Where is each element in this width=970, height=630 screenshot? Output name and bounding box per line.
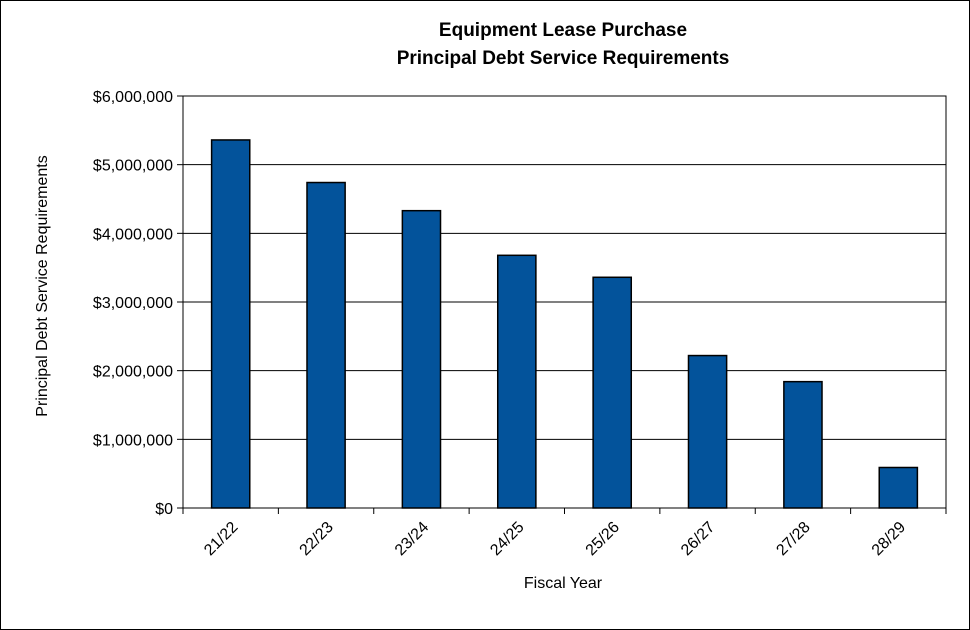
bar-27-28 [783,380,823,509]
x-tick-label: 24/25 [487,519,527,559]
x-tick-label: 22/23 [297,519,337,559]
x-axis-tick-labels: 21/22 22/23 23/24 24/25 25/26 26/27 27/28 28/29 [182,508,947,559]
x-tick-label: 27/28 [773,519,813,559]
bar-23-24 [401,209,442,509]
y-tick-label: $3,000,000 [93,295,173,312]
y-axis-title: Principal Debt Service Requirements [34,155,51,416]
bar-21-22 [210,139,251,509]
chart-subtitle: Principal Debt Service Requirements [397,48,730,69]
bar-22-23 [306,181,346,509]
y-tick-label: $2,000,000 [93,364,173,381]
x-tick-label: 28/29 [869,519,909,559]
y-tick-label: $0 [155,501,173,518]
y-tick-label: $6,000,000 [93,89,173,106]
y-axis-tick-labels: $0 $1,000,000 $2,000,000 $3,000,000 $4,000,0… [93,89,183,518]
bar-24-25 [496,254,537,509]
x-tick-label: 23/24 [392,519,432,559]
y-tick-label: $4,000,000 [93,226,173,243]
bar-26-27 [687,354,728,509]
bar-25-26 [592,276,633,509]
x-tick-label: 25/26 [583,519,623,559]
gridlines [183,95,946,509]
x-tick-label: 26/27 [678,519,718,559]
chart-title: Equipment Lease Purchase [439,20,687,41]
bars [210,139,919,509]
x-axis-title: Fiscal Year [524,575,603,592]
bar-28-29 [878,466,919,509]
y-tick-label: $5,000,000 [93,158,173,175]
y-tick-label: $1,000,000 [93,432,173,449]
x-tick-label: 21/22 [201,519,241,559]
